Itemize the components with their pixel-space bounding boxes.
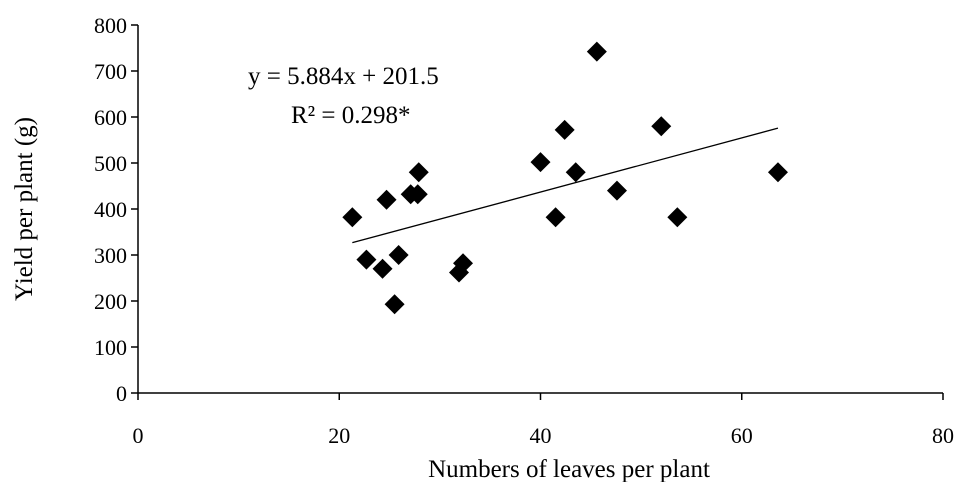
x-tick-label: 80 [932, 423, 954, 448]
y-tick-label: 500 [94, 151, 127, 176]
y-tick-label: 400 [94, 197, 127, 222]
data-point [554, 119, 575, 140]
y-tick-label: 100 [94, 335, 127, 360]
data-point [408, 162, 429, 183]
y-axis-ticks: 0 100 200 300 400 500 600 700 800 [94, 13, 138, 406]
data-point [372, 258, 393, 279]
y-tick-label: 0 [116, 381, 127, 406]
data-point [453, 253, 474, 274]
x-tick-label: 20 [328, 423, 350, 448]
data-point [376, 189, 397, 210]
x-axis-title: Numbers of leaves per plant [428, 456, 710, 482]
y-tick-label: 200 [94, 289, 127, 314]
data-point [565, 162, 586, 183]
data-point [384, 294, 405, 315]
plot-area: 0 100 200 300 400 500 600 700 800 0 20 40 60 80 [94, 13, 954, 448]
y-tick-label: 700 [94, 59, 127, 84]
data-point [767, 162, 788, 183]
trendline [352, 127, 779, 244]
x-tick-label: 0 [133, 423, 144, 448]
data-point [356, 249, 377, 270]
data-point [586, 41, 607, 62]
data-point [651, 116, 672, 137]
y-axis-title: Yield per plant (g) [11, 117, 38, 301]
y-tick-label: 800 [94, 13, 127, 38]
data-point [606, 180, 627, 201]
y-tick-label: 600 [94, 105, 127, 130]
x-axis-ticks: 0 20 40 60 80 [133, 393, 954, 448]
x-tick-label: 40 [530, 423, 552, 448]
data-points [342, 41, 788, 315]
x-tick-label: 60 [731, 423, 753, 448]
trendline-r-squared: R² = 0.298* [291, 102, 411, 129]
y-tick-label: 300 [94, 243, 127, 268]
data-point [407, 184, 428, 205]
data-point [342, 207, 363, 228]
data-point [667, 207, 688, 228]
data-point [388, 245, 409, 265]
trendline-equation: y = 5.884x + 201.5 [248, 63, 439, 90]
data-point [545, 207, 566, 228]
data-point [530, 152, 551, 173]
